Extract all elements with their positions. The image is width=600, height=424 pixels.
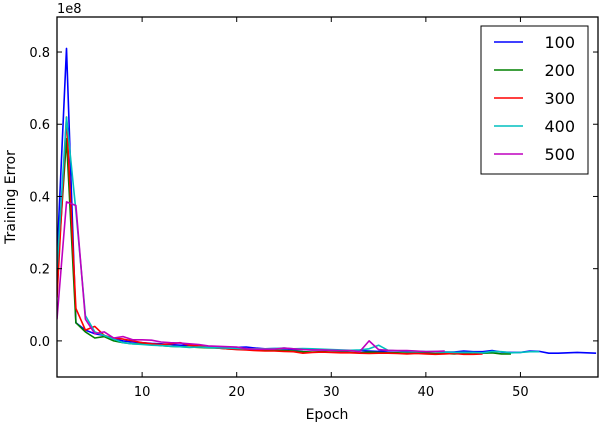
y-offset-label: 1e8	[57, 2, 82, 17]
legend-label-200: 200	[544, 61, 575, 80]
legend: 100 200 300 400 500	[480, 25, 589, 175]
legend-label-500: 500	[544, 145, 575, 164]
x-axis-ticks: 10 20 30 40 50	[134, 17, 529, 400]
y-tick-label: 0.8	[29, 46, 50, 61]
y-axis-label: Training Error	[3, 150, 19, 245]
y-axis-ticks: 0.0 0.2 0.4 0.6 0.8	[29, 46, 598, 350]
series-line-500	[57, 201, 445, 353]
series-lines	[57, 47, 597, 356]
x-tick-label: 10	[134, 385, 151, 400]
y-tick-label: 0.6	[29, 118, 50, 133]
y-tick-label: 0.4	[29, 190, 50, 205]
x-tick-label: 30	[323, 385, 340, 400]
legend-label-300: 300	[544, 89, 575, 108]
plot-frame	[56, 16, 599, 378]
x-tick-label: 40	[418, 385, 435, 400]
legend-label-400: 400	[544, 117, 575, 136]
series-line-300	[57, 116, 483, 356]
legend-frame	[480, 25, 589, 175]
x-tick-label: 50	[512, 385, 529, 400]
y-tick-label: 0.0	[29, 335, 50, 350]
x-axis-label: Epoch	[306, 407, 349, 423]
x-tick-label: 20	[228, 385, 245, 400]
y-tick-label: 0.2	[29, 263, 50, 278]
legend-label-100: 100	[544, 33, 575, 52]
